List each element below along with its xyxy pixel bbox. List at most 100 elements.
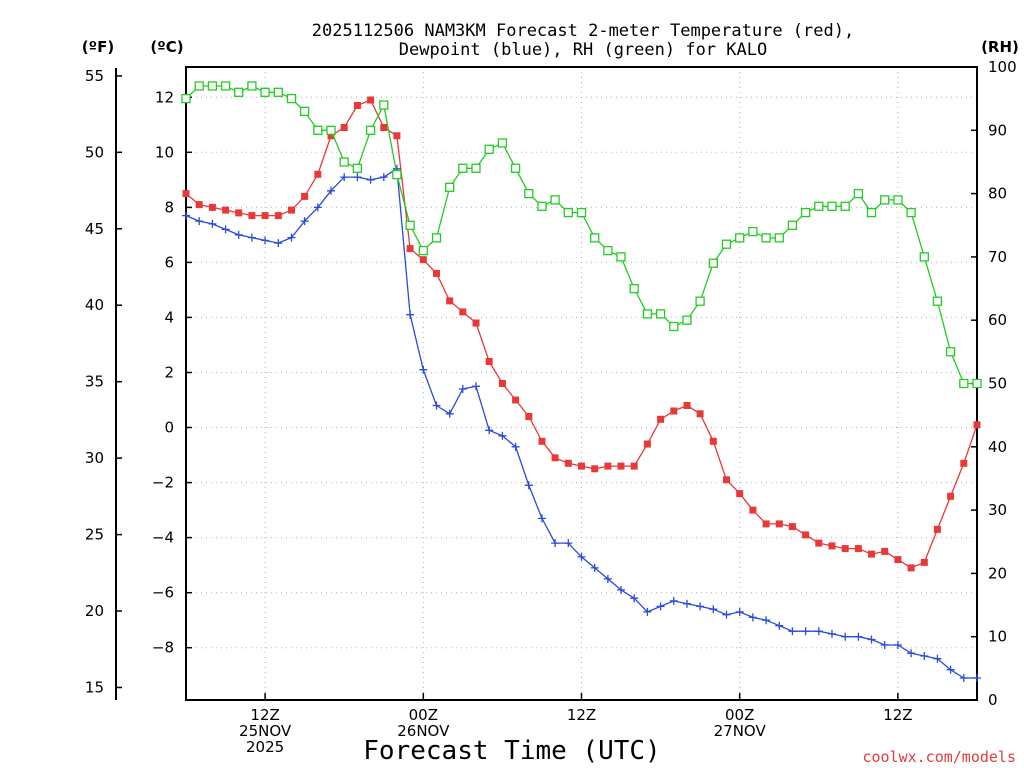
rh-point — [945, 347, 956, 357]
rh-point — [550, 195, 560, 205]
temperature-point — [353, 102, 361, 109]
temperature-point — [512, 396, 520, 404]
temperature-point — [920, 558, 928, 566]
x-tick-label: 27NOV — [714, 722, 767, 740]
dewpoint-point — [656, 602, 665, 611]
dewpoint-point — [498, 431, 507, 440]
x-tick-label: 2025 — [246, 738, 284, 756]
temperature-point — [683, 402, 691, 409]
rh-tick-label: 100 — [988, 58, 1017, 76]
temperature-point — [657, 415, 665, 423]
rh-point — [524, 188, 534, 199]
celsius-tick-label: −6 — [152, 584, 174, 602]
temperature-point — [960, 459, 968, 467]
temperature-point — [551, 454, 559, 462]
rh-point — [497, 138, 508, 148]
rh-point — [405, 220, 415, 230]
temperature-point — [696, 410, 704, 418]
temperature-point — [288, 206, 295, 214]
rh-unit-label: (RH) — [981, 38, 1019, 56]
temperature-point — [222, 206, 230, 214]
rh-point — [326, 125, 336, 135]
temperature-point — [881, 547, 889, 555]
dewpoint-point — [788, 627, 797, 636]
dewpoint-point — [327, 186, 335, 195]
fahrenheit-tick-label: 45 — [85, 220, 104, 238]
rh-point — [814, 201, 824, 211]
dewpoint-point — [762, 616, 771, 625]
dewpoint-point — [313, 203, 322, 212]
rh-point — [207, 81, 218, 91]
rh-point — [379, 100, 389, 110]
celsius-tick-label: 12 — [155, 88, 174, 106]
rh-point — [563, 207, 573, 218]
rh-point — [735, 233, 745, 243]
temperature-point — [274, 212, 282, 220]
temperature-point — [788, 523, 796, 531]
rh-point — [603, 245, 613, 256]
dewpoint-point — [234, 230, 243, 239]
dewpoint-point — [722, 610, 731, 619]
fahrenheit-tick-label: 25 — [85, 526, 104, 544]
dewpoint-point — [933, 654, 942, 663]
dewpoint-point — [182, 211, 190, 220]
dewpoint-point — [485, 426, 494, 435]
rh-point — [959, 378, 969, 389]
fahrenheit-tick-label: 40 — [85, 296, 104, 314]
dewpoint-point — [643, 607, 652, 616]
rh-point — [484, 144, 494, 154]
temperature-point — [802, 531, 810, 539]
temperature-point — [933, 525, 941, 533]
temperature-point — [261, 212, 269, 220]
rh-point — [695, 296, 705, 306]
dewpoint-point — [432, 401, 441, 410]
temperature-point — [815, 539, 823, 547]
rh-point — [194, 81, 204, 91]
temperature-point — [248, 212, 256, 220]
dewpoint-point — [854, 632, 863, 641]
dewpoint-point — [366, 175, 375, 184]
celsius-tick-label: 0 — [164, 419, 174, 437]
rh-point — [445, 182, 455, 192]
temperature-point — [182, 190, 190, 198]
dewpoint-point — [538, 514, 546, 523]
rh-tick-label: 70 — [988, 248, 1007, 266]
rh-point — [932, 296, 943, 306]
fahrenheit-tick-label: 30 — [85, 449, 104, 467]
rh-point — [458, 163, 468, 173]
rh-point — [919, 252, 929, 262]
rh-point — [708, 258, 718, 268]
temperature-point — [828, 542, 836, 550]
rh-point — [510, 163, 521, 173]
fahrenheit-unit-label: (ºF) — [82, 38, 114, 56]
temperature-point — [868, 550, 875, 558]
rh-point — [286, 93, 297, 104]
rh-tick-label: 30 — [988, 501, 1007, 519]
temperature-point — [854, 545, 862, 553]
rh-point — [260, 87, 270, 97]
x-tick-label: 25NOV — [239, 722, 292, 740]
temperature-point — [340, 124, 348, 131]
dewpoint-point — [696, 602, 705, 611]
plot-frame — [185, 66, 978, 701]
chart-title-line2: Dewpoint (blue), RH (green) for KALO — [399, 40, 767, 60]
rh-point — [339, 157, 349, 167]
fahrenheit-tick-label: 35 — [85, 373, 104, 391]
rh-point — [906, 207, 916, 218]
dewpoint-point — [814, 627, 823, 636]
rh-point — [866, 207, 877, 218]
temperature-point — [670, 407, 678, 415]
dewpoint-point — [748, 613, 757, 622]
series-rh — [181, 81, 982, 389]
rh-point — [629, 283, 639, 294]
credit-link[interactable]: coolwx.com/models — [862, 748, 1016, 766]
celsius-tick-label: 4 — [164, 308, 174, 326]
dewpoint-point — [973, 674, 981, 682]
temperature-point — [459, 308, 467, 316]
rh-tick-label: 90 — [988, 121, 1007, 139]
temperature-point — [578, 462, 585, 470]
rh-point — [642, 309, 653, 319]
dewpoint-point — [300, 217, 309, 226]
series-line-2 — [185, 85, 977, 385]
dewpoint-point — [340, 173, 349, 182]
